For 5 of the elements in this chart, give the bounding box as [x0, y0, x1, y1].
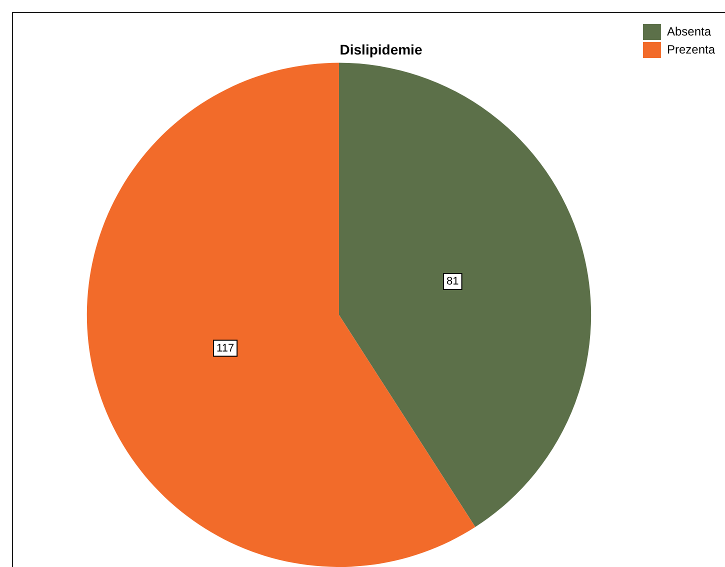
data-label: 117 — [216, 342, 234, 354]
text: Dislipidemie — [340, 41, 422, 58]
legend-label: Prezenta — [666, 42, 716, 56]
data-label: 81 — [446, 276, 459, 288]
legend-label: Absenta — [666, 24, 712, 38]
